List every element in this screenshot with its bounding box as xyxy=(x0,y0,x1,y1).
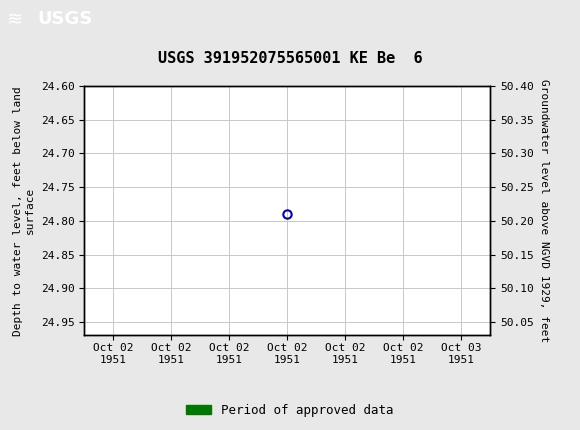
Text: USGS: USGS xyxy=(38,10,93,28)
Legend: Period of approved data: Period of approved data xyxy=(181,399,399,421)
Y-axis label: Depth to water level, feet below land
surface: Depth to water level, feet below land su… xyxy=(13,86,35,335)
Text: USGS 391952075565001 KE Be  6: USGS 391952075565001 KE Be 6 xyxy=(158,51,422,65)
Text: ≋: ≋ xyxy=(7,10,23,29)
Y-axis label: Groundwater level above NGVD 1929, feet: Groundwater level above NGVD 1929, feet xyxy=(539,79,549,342)
